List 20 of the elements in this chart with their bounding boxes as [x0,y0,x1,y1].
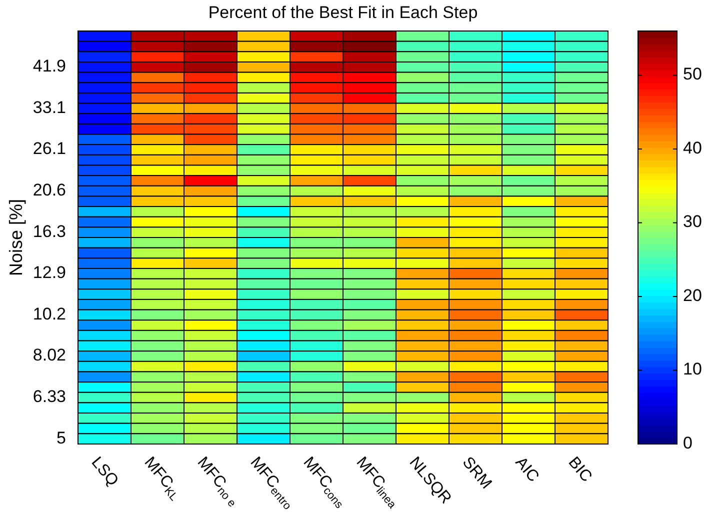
y-tick-label: 8.02 [32,346,66,365]
y-tick-label: 10.2 [32,304,66,324]
color-bar-label: 50 [683,64,702,84]
y-tick-label: 12.9 [32,263,66,282]
y-tick-label: 16.3 [32,222,66,241]
color-bar-label: 30 [683,212,702,232]
y-tick-label: 41.9 [32,56,66,76]
y-tick-label: 5 [56,428,66,448]
y-tick-label: 26.1 [32,139,66,158]
y-tick-label: 6.33 [32,387,66,406]
y-tick-label: 20.6 [32,180,66,200]
y-tick-label: 33.1 [32,98,66,117]
color-bar-label: 0 [683,433,692,452]
x-tick-label: AIC [511,454,542,486]
color-bar-label: 40 [683,138,702,158]
color-bar-label: 10 [683,360,702,379]
color-bar-label: 20 [683,286,702,305]
chart-title: Percent of the Best Fit in Each Step [208,3,478,22]
x-tick-label: BIC [564,454,595,486]
y-axis-title: Noise [%] [6,198,26,276]
